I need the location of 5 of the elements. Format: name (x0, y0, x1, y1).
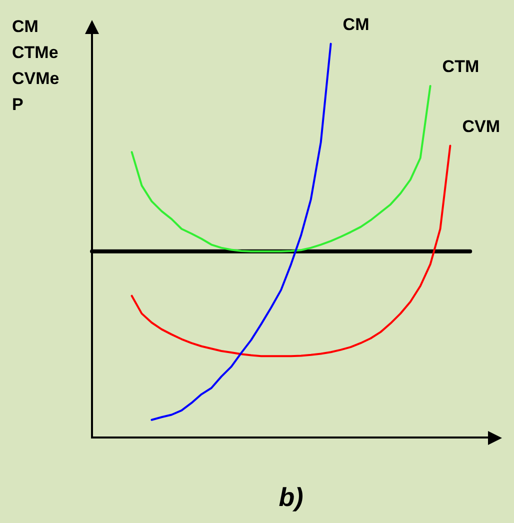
series-label: CM (342, 15, 370, 34)
y-axis-title: CM CTMe CVMe P (12, 16, 60, 116)
series-label: CTM (442, 57, 480, 76)
x-axis-title: b) (278, 482, 304, 513)
series-label: CVM (462, 116, 500, 136)
